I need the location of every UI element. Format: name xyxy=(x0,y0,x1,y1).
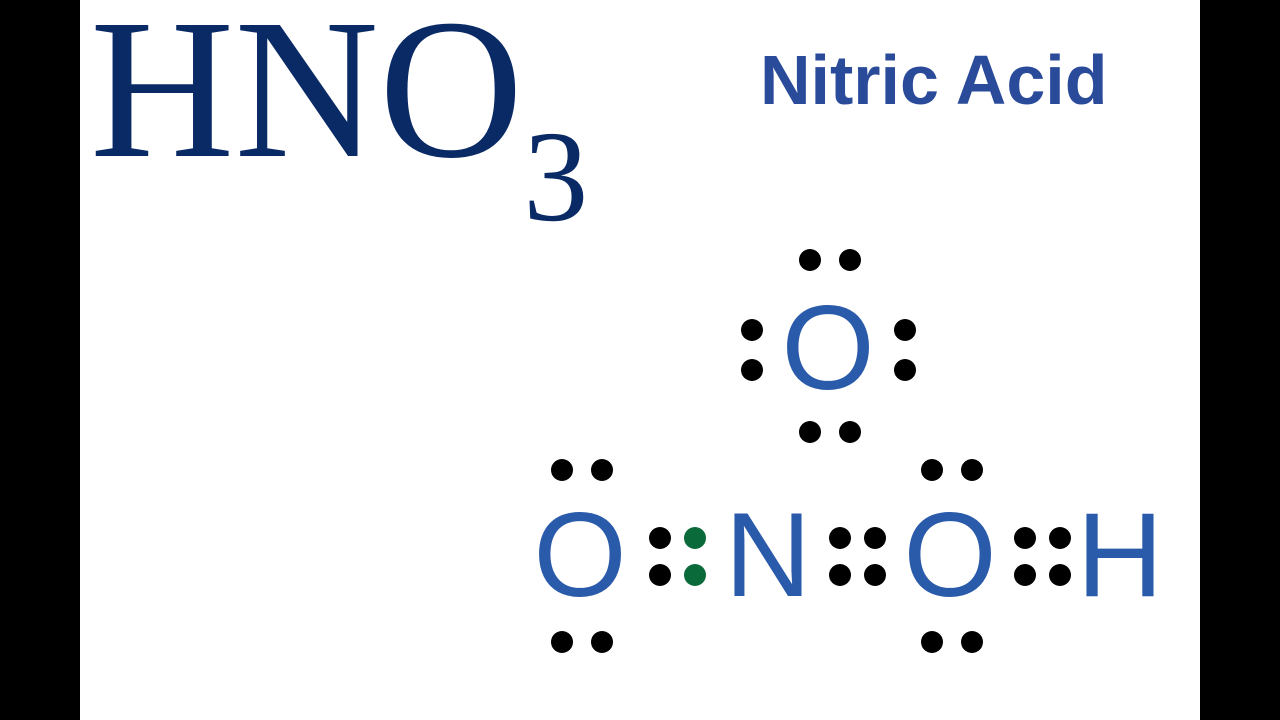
electron-dot xyxy=(741,319,763,341)
atom-n: N xyxy=(725,495,812,615)
electron-dot xyxy=(839,249,861,271)
electron-dot xyxy=(551,459,573,481)
formula-main: HNO xyxy=(90,0,523,200)
electron-dot xyxy=(1014,527,1036,549)
electron-dot xyxy=(799,249,821,271)
atom-o: O xyxy=(903,495,996,615)
electron-dot xyxy=(829,564,851,586)
electron-dot xyxy=(839,421,861,443)
electron-dot xyxy=(961,459,983,481)
electron-dot xyxy=(684,564,706,586)
electron-dot xyxy=(864,527,886,549)
electron-dot xyxy=(741,359,763,381)
electron-dot xyxy=(961,631,983,653)
atom-o: O xyxy=(533,495,626,615)
electron-dot xyxy=(894,319,916,341)
electron-dot xyxy=(649,527,671,549)
electron-dot xyxy=(649,564,671,586)
electron-dot xyxy=(1014,564,1036,586)
diagram-stage: HNO3 Nitric Acid OONOH xyxy=(80,0,1200,720)
electron-dot xyxy=(551,631,573,653)
formula-subscript: 3 xyxy=(523,105,588,249)
electron-dot xyxy=(829,527,851,549)
compound-name: Nitric Acid xyxy=(760,40,1107,120)
electron-dot xyxy=(591,631,613,653)
electron-dot xyxy=(591,459,613,481)
atom-o: O xyxy=(781,288,874,408)
electron-dot xyxy=(1049,527,1071,549)
electron-dot xyxy=(799,421,821,443)
electron-dot xyxy=(921,459,943,481)
electron-dot xyxy=(921,631,943,653)
chemical-formula: HNO3 xyxy=(90,0,588,190)
electron-dot xyxy=(1049,564,1071,586)
electron-dot xyxy=(864,564,886,586)
electron-dot xyxy=(684,527,706,549)
electron-dot xyxy=(894,359,916,381)
atom-h: H xyxy=(1077,495,1164,615)
